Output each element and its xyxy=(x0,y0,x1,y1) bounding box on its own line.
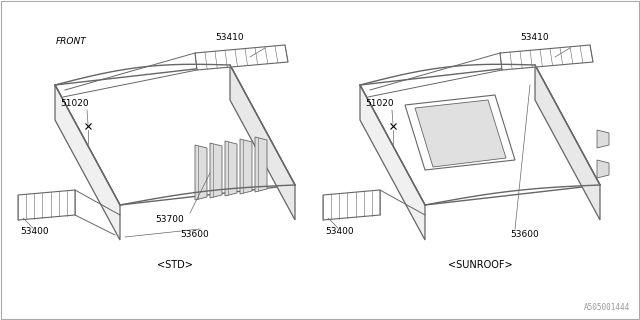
Polygon shape xyxy=(500,45,593,70)
Text: 53410: 53410 xyxy=(216,33,244,42)
Polygon shape xyxy=(18,190,75,220)
Text: 51020: 51020 xyxy=(61,99,90,108)
Polygon shape xyxy=(415,100,506,167)
Text: 53400: 53400 xyxy=(325,227,354,236)
Text: 53600: 53600 xyxy=(511,230,540,239)
Polygon shape xyxy=(597,160,609,178)
Text: A505001444: A505001444 xyxy=(584,303,630,312)
Text: 53600: 53600 xyxy=(180,230,209,239)
Polygon shape xyxy=(55,85,120,240)
Text: <SUNROOF>: <SUNROOF> xyxy=(448,260,512,270)
Polygon shape xyxy=(323,190,380,220)
Text: 53410: 53410 xyxy=(521,33,549,42)
Polygon shape xyxy=(597,130,609,148)
Text: FRONT: FRONT xyxy=(56,37,87,46)
Polygon shape xyxy=(535,65,600,220)
Text: <STD>: <STD> xyxy=(157,260,193,270)
Polygon shape xyxy=(255,137,267,192)
Polygon shape xyxy=(230,65,295,220)
Polygon shape xyxy=(225,141,237,196)
Polygon shape xyxy=(195,145,207,200)
Polygon shape xyxy=(240,139,252,194)
Polygon shape xyxy=(405,95,515,170)
Polygon shape xyxy=(195,45,288,70)
Text: 53400: 53400 xyxy=(20,227,49,236)
Polygon shape xyxy=(360,65,600,205)
Polygon shape xyxy=(55,65,295,205)
Text: 53700: 53700 xyxy=(156,215,184,224)
Text: 51020: 51020 xyxy=(365,99,394,108)
Polygon shape xyxy=(210,143,222,198)
Polygon shape xyxy=(360,85,425,240)
